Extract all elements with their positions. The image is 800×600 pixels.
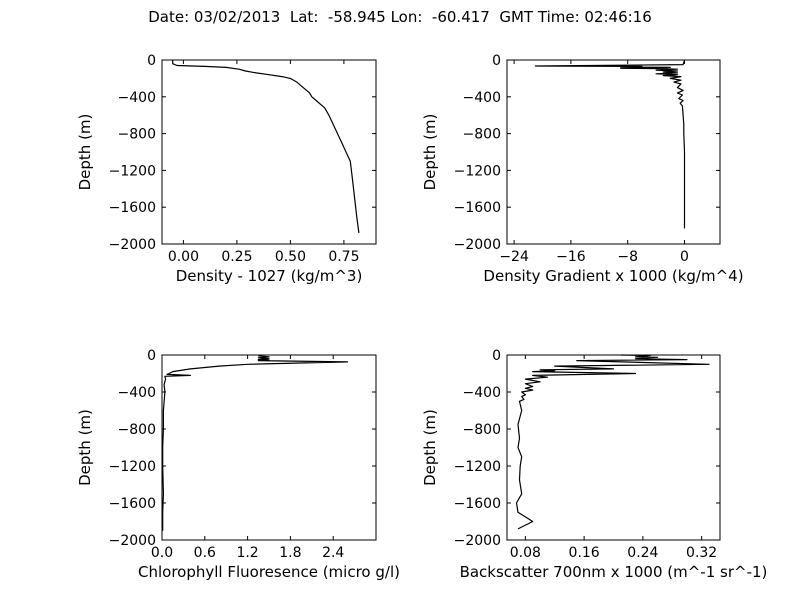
y-tick-label: −1600	[109, 200, 156, 216]
y-tick-label: −400	[463, 385, 501, 401]
x-tick-label: 1.2	[236, 545, 258, 561]
x-tick-label: 0.32	[686, 545, 717, 561]
x-tick-label: −16	[556, 249, 586, 265]
data-line	[515, 354, 710, 530]
y-tick-label: 0	[147, 53, 156, 69]
y-axis-label: Depth (m)	[421, 114, 439, 191]
x-tick-label: −24	[499, 249, 529, 265]
y-tick-label: −2000	[109, 533, 156, 549]
y-tick-label: −2000	[454, 237, 501, 253]
y-tick-label: 0	[492, 53, 501, 69]
figure-title: Date: 03/02/2013 Lat: -58.945 Lon: -60.4…	[148, 8, 652, 26]
y-tick-label: −400	[463, 90, 501, 106]
x-tick-label: 1.8	[279, 545, 301, 561]
y-tick-label: −1600	[454, 200, 501, 216]
y-tick-label: −800	[463, 127, 501, 143]
x-tick-label: −8	[617, 249, 638, 265]
axes-frame	[506, 354, 721, 541]
subplot-1: 0.00 0.25 0.50 0.75 0 −400 −800 −1200 −1600 −2000…	[76, 53, 377, 285]
y-axis-label: Depth (m)	[421, 409, 439, 486]
subplot-3: 0.0 0.6 1.2 1.8 2.4 0 −400 −800 −1200 −1600 −2000 C…	[76, 348, 400, 581]
y-axis-label: Depth (m)	[76, 409, 94, 486]
subplot-2: −24 −16 −8 00−400−800−1200−1600−2000Density…	[421, 53, 744, 285]
x-tick-label: 0.24	[627, 545, 658, 561]
y-tick-label: −800	[118, 127, 156, 143]
y-tick-label: −800	[463, 422, 501, 438]
x-tick-label: 0	[680, 249, 689, 265]
x-tick-label: 0.25	[221, 249, 252, 265]
data-line	[534, 59, 686, 229]
x-tick-label: 0.50	[275, 249, 306, 265]
x-tick-label: 0.6	[194, 545, 216, 561]
subplot-4: 0.08 0.16 0.24 0.32 0 −400 −800 −1200 −1600 −2000…	[421, 348, 767, 581]
data-line	[162, 355, 349, 531]
y-tick-label: 0	[492, 348, 501, 364]
y-tick-label: −400	[118, 385, 156, 401]
x-tick-label: 0.75	[328, 249, 359, 265]
x-tick-label: 2.4	[322, 545, 344, 561]
y-axis-label: Depth (m)	[76, 114, 94, 191]
x-axis-label: Chlorophyll Fluoresence (micro g/l)	[138, 563, 400, 581]
axes-frame	[161, 59, 377, 245]
data-line	[172, 60, 360, 234]
y-tick-label: −1200	[109, 163, 156, 179]
axes-frame	[161, 354, 377, 541]
y-tick-label: −2000	[454, 533, 501, 549]
y-tick-label: 0	[147, 348, 156, 364]
y-tick-label: −800	[118, 422, 156, 438]
y-tick-label: −2000	[109, 237, 156, 253]
y-tick-label: −1200	[109, 459, 156, 475]
y-tick-label: −1200	[454, 459, 501, 475]
y-tick-label: −1600	[454, 496, 501, 512]
y-tick-label: −400	[118, 90, 156, 106]
y-tick-label: −1600	[109, 496, 156, 512]
y-tick-label: −1200	[454, 163, 501, 179]
x-axis-label: Backscatter 700nm x 1000 (m^-1 sr^-1)	[460, 563, 768, 581]
x-axis-label: Density Gradient x 1000 (kg/m^4)	[483, 267, 743, 285]
x-tick-label: 0.08	[510, 545, 541, 561]
x-tick-label: 0.0	[151, 545, 173, 561]
x-tick-label: 0.16	[569, 545, 600, 561]
x-axis-label: Density - 1027 (kg/m^3)	[176, 267, 363, 285]
x-tick-label: 0.00	[168, 249, 199, 265]
axes-frame	[506, 59, 721, 245]
